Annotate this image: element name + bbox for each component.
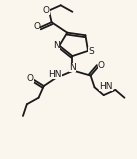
Text: O: O (43, 6, 50, 15)
Text: O: O (27, 74, 34, 83)
Text: N: N (53, 41, 59, 49)
Text: O: O (33, 22, 41, 31)
Text: S: S (88, 47, 94, 56)
Text: N: N (69, 63, 76, 72)
Text: O: O (98, 61, 105, 70)
Text: HN: HN (99, 82, 113, 90)
Text: HN: HN (48, 70, 62, 80)
